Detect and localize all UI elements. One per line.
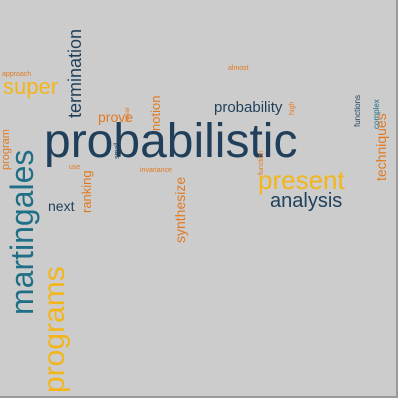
word-functions: functions	[353, 94, 362, 127]
word-probability: probability	[214, 99, 283, 116]
word-present: present	[258, 165, 345, 195]
word-super: super	[3, 74, 59, 99]
word-use: use	[69, 164, 81, 171]
word-complex: complex	[372, 99, 381, 129]
word-prove: prove	[98, 109, 134, 125]
word-high: high	[289, 101, 296, 115]
word-approach: approach	[2, 71, 32, 78]
word-programs: programs	[38, 266, 71, 393]
word-next: next	[48, 198, 75, 214]
word-linear: linear	[125, 107, 131, 122]
word-termination: termination	[65, 28, 85, 118]
word-small: small	[114, 142, 121, 159]
word-ranking: ranking	[79, 170, 94, 213]
word-invariance: invariance	[140, 167, 172, 174]
word-notion: notion	[148, 95, 163, 131]
word-analysis: analysis	[270, 190, 343, 212]
word-function: function	[258, 150, 265, 175]
word-program: program	[0, 129, 12, 170]
word-almost: almost	[228, 65, 249, 72]
word-synthesize: synthesize	[172, 176, 188, 243]
word-probabilistic: probabilistic	[44, 115, 298, 168]
word-martingales: martingales	[4, 149, 40, 315]
